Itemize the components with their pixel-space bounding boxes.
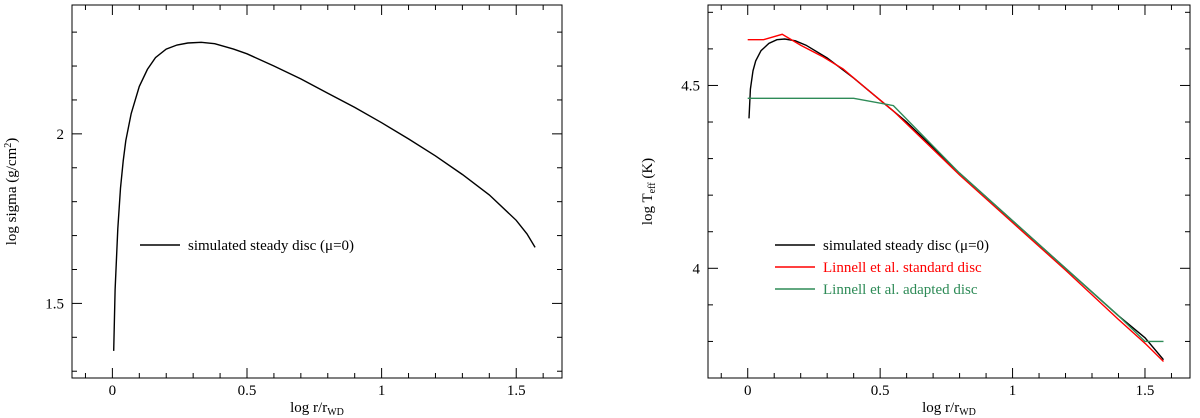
legend-label-0: simulated steady disc (μ=0) xyxy=(188,238,354,254)
x-tick-label: 0.5 xyxy=(238,383,257,399)
x-axis-label: log r/rWD xyxy=(290,400,344,418)
left-panel-sigma: 0 0.5 1 1.5 1.5 2 log r/rWD log sigma (g/cm2) si… xyxy=(3,4,563,418)
y-axis-label: log Teff (K) xyxy=(640,158,658,225)
plot-frame xyxy=(71,4,563,379)
y-tick-label: 4.5 xyxy=(681,78,700,94)
y-tick-label: 2 xyxy=(57,127,65,143)
x-tick-label: 1 xyxy=(1009,383,1017,399)
x-tick-label: 1.5 xyxy=(507,383,526,399)
series-line-2 xyxy=(747,97,1164,343)
x-axis-label: log r/rWD xyxy=(922,400,976,418)
series-line-0 xyxy=(748,38,1165,361)
right-panel-teff: 0 0.5 1 1.5 4 4.5 log r/rWD log Teff (K) simulat… xyxy=(640,4,1191,418)
x-tick-label: 1.5 xyxy=(1136,383,1155,399)
y-axis-label: log sigma (g/cm2) xyxy=(3,138,20,246)
series-line-0 xyxy=(113,41,536,351)
y-tick-label: 1.5 xyxy=(45,296,64,312)
legend-label-2: Linnell et al. adapted disc xyxy=(823,282,978,298)
x-tick-label: 0 xyxy=(744,383,752,399)
x-tick-label: 0 xyxy=(109,383,117,399)
x-tick-label: 0.5 xyxy=(871,383,890,399)
legend-label-1: Linnell et al. standard disc xyxy=(823,260,982,276)
legend-label-0: simulated steady disc (μ=0) xyxy=(823,238,989,254)
plot-frame xyxy=(707,4,1191,379)
y-tick-label: 4 xyxy=(693,261,701,277)
series-line-1 xyxy=(747,33,1164,362)
x-tick-label: 1 xyxy=(378,383,386,399)
